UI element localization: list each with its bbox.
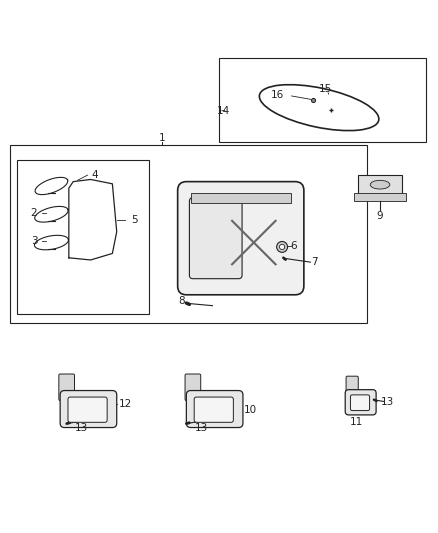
Text: 13: 13 <box>75 423 88 433</box>
Text: 7: 7 <box>311 257 318 267</box>
Ellipse shape <box>259 85 379 131</box>
FancyBboxPatch shape <box>346 376 358 396</box>
Text: 8: 8 <box>179 296 185 306</box>
FancyBboxPatch shape <box>345 390 376 415</box>
FancyBboxPatch shape <box>178 182 304 295</box>
Text: 16: 16 <box>271 90 284 100</box>
Bar <box>219 58 426 142</box>
Text: 14: 14 <box>217 106 230 116</box>
Ellipse shape <box>279 244 285 249</box>
Text: 6: 6 <box>290 240 297 251</box>
FancyBboxPatch shape <box>350 395 370 410</box>
Text: 1: 1 <box>159 133 166 143</box>
Text: 5: 5 <box>131 215 138 225</box>
Bar <box>17 160 149 314</box>
Text: 4: 4 <box>92 170 98 180</box>
Bar <box>358 175 402 195</box>
Bar <box>10 144 367 323</box>
Ellipse shape <box>370 180 390 189</box>
FancyBboxPatch shape <box>186 391 243 427</box>
FancyBboxPatch shape <box>194 397 233 422</box>
Text: 15: 15 <box>319 84 332 94</box>
FancyBboxPatch shape <box>185 374 201 400</box>
FancyBboxPatch shape <box>59 374 74 400</box>
Bar <box>191 192 291 204</box>
FancyBboxPatch shape <box>189 198 242 279</box>
Bar <box>354 193 406 201</box>
Text: 2: 2 <box>31 208 37 219</box>
Ellipse shape <box>277 241 288 252</box>
Text: 13: 13 <box>195 423 208 433</box>
FancyBboxPatch shape <box>68 397 107 422</box>
FancyBboxPatch shape <box>60 391 117 427</box>
Text: 11: 11 <box>350 417 363 427</box>
Text: 3: 3 <box>31 236 37 246</box>
Text: 9: 9 <box>377 211 383 221</box>
Text: 12: 12 <box>119 399 132 409</box>
Text: 13: 13 <box>381 397 395 407</box>
Text: 10: 10 <box>244 405 258 415</box>
